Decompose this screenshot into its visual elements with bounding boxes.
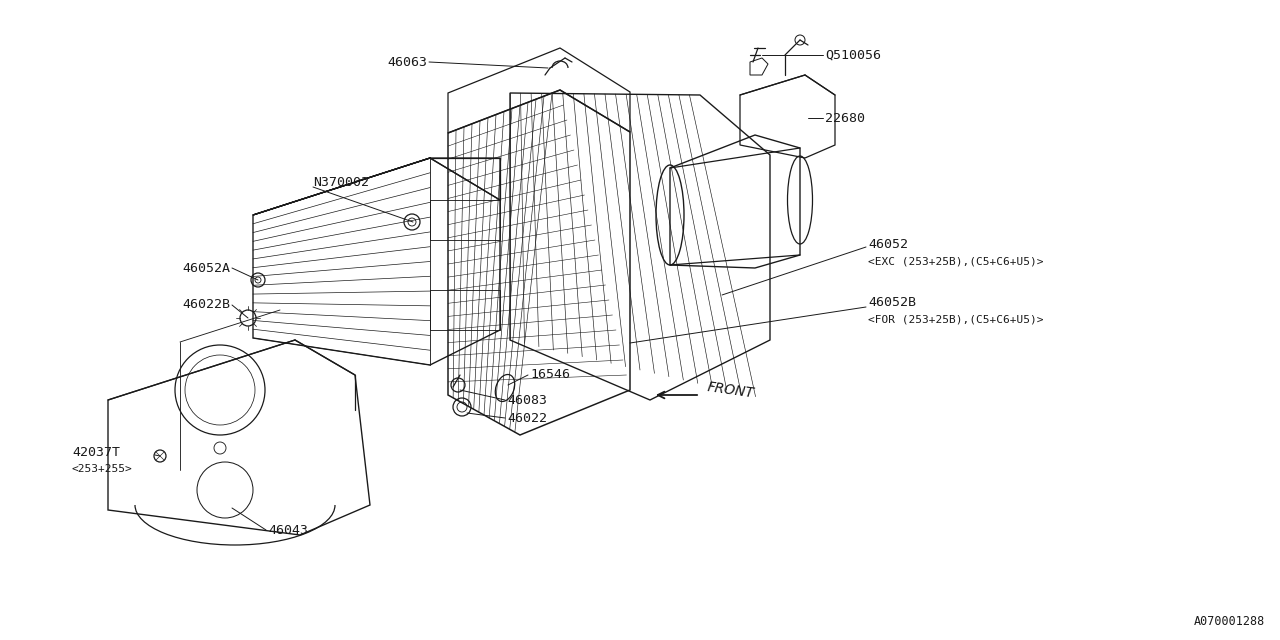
Text: 46052A: 46052A: [182, 262, 230, 275]
Text: 46052B: 46052B: [868, 296, 916, 310]
Text: FRONT: FRONT: [707, 380, 755, 400]
Text: 16546: 16546: [530, 369, 570, 381]
Text: A070001288: A070001288: [1194, 615, 1265, 628]
Text: 22680: 22680: [826, 111, 865, 125]
Text: N370002: N370002: [314, 177, 369, 189]
Text: 46022B: 46022B: [182, 298, 230, 312]
Text: <FOR (253+25B),(C5+C6+U5)>: <FOR (253+25B),(C5+C6+U5)>: [868, 314, 1043, 324]
Text: Q510056: Q510056: [826, 49, 881, 61]
Text: 46063: 46063: [387, 56, 428, 68]
Text: <253+255>: <253+255>: [72, 464, 133, 474]
Text: 46083: 46083: [507, 394, 547, 406]
Text: 42037T: 42037T: [72, 447, 120, 460]
Text: 46052: 46052: [868, 239, 908, 252]
Text: 46022: 46022: [507, 412, 547, 424]
Text: 46043: 46043: [268, 524, 308, 536]
Text: <EXC (253+25B),(C5+C6+U5)>: <EXC (253+25B),(C5+C6+U5)>: [868, 256, 1043, 266]
